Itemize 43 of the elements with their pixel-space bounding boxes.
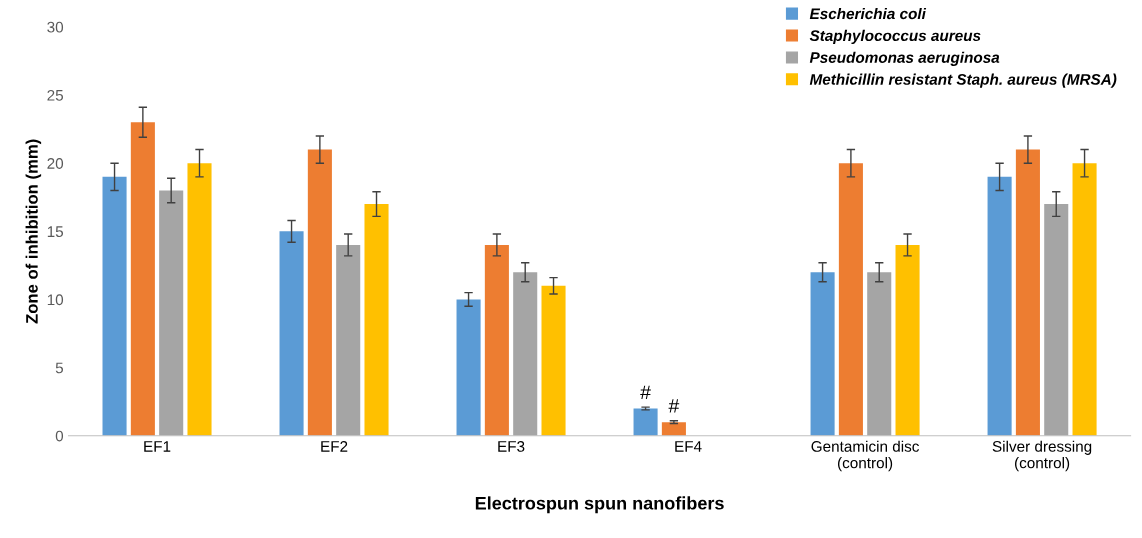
bar [159,190,184,436]
bar [279,231,304,436]
y-tick-label: 15 [47,226,64,238]
legend-label: Escherichia coli [809,7,927,20]
bar [633,408,658,436]
bar [130,122,155,436]
x-tick-label: Silver dressing (control) [992,440,1092,472]
y-axis-title: Zone of inhibition (mm) [25,139,42,324]
bar [1072,163,1097,436]
bar [541,285,566,436]
x-tick-label: EF1 [144,441,171,452]
bar [102,176,127,436]
bar [307,149,332,436]
x-tick-label: EF3 [498,441,525,452]
x-tick-label: EF2 [321,441,348,452]
y-tick-label: 30 [47,21,64,33]
bar [484,244,509,436]
bar [895,244,920,436]
bar [1015,149,1040,436]
legend-label: Methicillin resistant Staph. aureus (MRSA) [809,73,1117,88]
annotation: # [668,399,680,413]
bar [336,244,361,436]
y-tick-label: 0 [55,430,64,442]
bar [987,176,1012,436]
annotation: # [640,385,651,399]
bar [1044,204,1069,436]
bar [187,163,212,436]
legend-label: Pseudomonas aeruginosa [809,51,1000,66]
bar [364,204,389,436]
y-tick-label: 25 [47,89,64,101]
x-axis-title: Electrospun spun nanofibers [475,496,724,514]
legend-label: Staphylococcus aureus [809,29,981,45]
bar [661,422,686,436]
x-tick-label: EF4 [675,441,702,452]
bar [513,272,538,436]
bar [867,272,892,436]
y-tick-label: 5 [55,362,64,374]
y-tick-label: 10 [47,294,64,306]
bar [456,299,481,436]
y-tick-label: 20 [47,158,64,169]
bar [810,272,835,436]
x-tick-label: Gentamicin disc (control) [811,440,920,472]
bar [838,163,863,436]
